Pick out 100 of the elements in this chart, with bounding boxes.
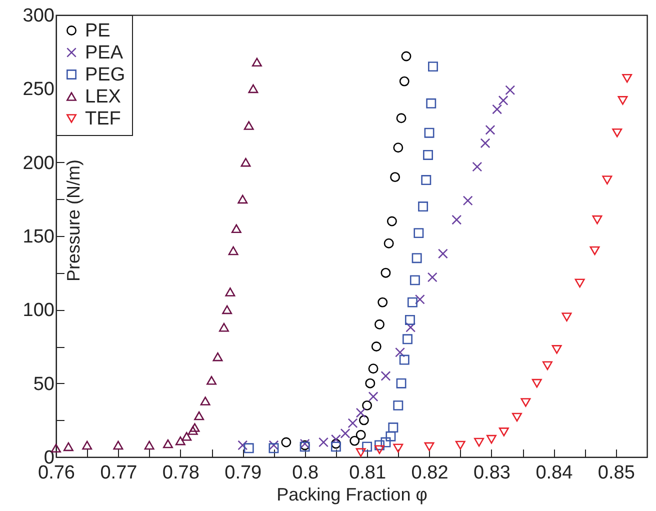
point bbox=[393, 400, 404, 410]
point bbox=[485, 124, 496, 135]
point bbox=[399, 76, 410, 86]
point bbox=[474, 438, 484, 447]
point bbox=[350, 436, 360, 446]
point bbox=[330, 442, 341, 452]
point bbox=[498, 95, 508, 106]
point bbox=[412, 253, 422, 264]
x-tick-label: 0.84 bbox=[536, 462, 574, 484]
point bbox=[552, 345, 562, 354]
point bbox=[225, 288, 236, 296]
point bbox=[340, 428, 350, 438]
x-tick-label: 0.78 bbox=[162, 462, 200, 484]
point bbox=[190, 423, 200, 432]
point bbox=[244, 121, 254, 130]
point bbox=[562, 312, 572, 322]
y-tick-label: 50 bbox=[33, 374, 54, 395]
point bbox=[374, 440, 384, 450]
x-tick-label: 0.8 bbox=[292, 462, 319, 484]
point bbox=[368, 392, 378, 402]
point bbox=[424, 442, 434, 452]
x-tick-label: 0.85 bbox=[598, 462, 635, 484]
y-tick-label: 100 bbox=[22, 300, 54, 322]
legend-label: PEG bbox=[85, 64, 126, 86]
point bbox=[427, 272, 438, 282]
point bbox=[348, 418, 358, 428]
point bbox=[418, 202, 428, 212]
point bbox=[505, 85, 516, 96]
point bbox=[356, 408, 366, 418]
point bbox=[426, 98, 436, 108]
point bbox=[356, 448, 366, 457]
point bbox=[393, 444, 404, 453]
point bbox=[414, 294, 425, 304]
point bbox=[374, 319, 384, 330]
point bbox=[407, 297, 418, 308]
point bbox=[175, 436, 186, 446]
point bbox=[380, 437, 391, 448]
point bbox=[82, 440, 92, 450]
legend-label: TEF bbox=[85, 108, 121, 130]
point bbox=[424, 128, 434, 138]
point bbox=[512, 412, 522, 422]
point bbox=[380, 370, 391, 381]
point bbox=[218, 322, 229, 332]
point bbox=[248, 84, 258, 94]
point bbox=[428, 62, 438, 72]
point bbox=[228, 246, 238, 256]
point bbox=[362, 442, 372, 452]
point bbox=[410, 275, 420, 286]
point bbox=[268, 440, 279, 450]
point bbox=[405, 315, 415, 325]
point bbox=[378, 297, 388, 308]
x-tick-label: 0.83 bbox=[473, 462, 510, 484]
point bbox=[358, 415, 369, 426]
point bbox=[462, 196, 473, 206]
point bbox=[542, 361, 552, 370]
point bbox=[590, 246, 600, 256]
point bbox=[480, 138, 490, 148]
point bbox=[402, 334, 412, 344]
y-tick-label: 150 bbox=[22, 226, 54, 248]
y-tick-label: 200 bbox=[22, 152, 54, 174]
point bbox=[374, 445, 384, 454]
point bbox=[386, 431, 396, 442]
point bbox=[231, 224, 242, 234]
point bbox=[240, 158, 251, 167]
point bbox=[396, 113, 406, 124]
point bbox=[455, 440, 466, 450]
point bbox=[395, 347, 406, 358]
point bbox=[163, 439, 173, 448]
point bbox=[371, 342, 382, 352]
point bbox=[396, 378, 406, 388]
point bbox=[63, 442, 74, 452]
point bbox=[438, 248, 448, 259]
point bbox=[532, 378, 542, 388]
point bbox=[318, 437, 328, 448]
point bbox=[612, 128, 622, 138]
point bbox=[356, 430, 366, 440]
point bbox=[362, 400, 372, 410]
x-tick-label: 0.77 bbox=[100, 462, 138, 484]
point bbox=[592, 215, 602, 224]
point bbox=[486, 434, 496, 444]
point bbox=[386, 216, 397, 226]
point bbox=[206, 376, 217, 385]
point bbox=[252, 58, 262, 67]
point bbox=[368, 364, 378, 374]
point bbox=[365, 378, 376, 388]
point bbox=[388, 422, 398, 433]
point bbox=[380, 268, 391, 278]
point bbox=[498, 428, 509, 436]
y-axis-title: Pressure (N/m) bbox=[64, 159, 84, 282]
legend-label: PEA bbox=[85, 42, 124, 64]
y-tick-label: 250 bbox=[22, 79, 54, 100]
point bbox=[423, 150, 433, 160]
x-tick-label: 0.82 bbox=[411, 462, 448, 484]
point bbox=[384, 238, 394, 248]
point bbox=[200, 396, 210, 406]
x-axis-title: Packing Fraction φ bbox=[276, 484, 428, 504]
point bbox=[618, 96, 628, 105]
point bbox=[244, 443, 254, 454]
point bbox=[406, 322, 416, 332]
x-tick-label: 0.79 bbox=[224, 462, 262, 484]
